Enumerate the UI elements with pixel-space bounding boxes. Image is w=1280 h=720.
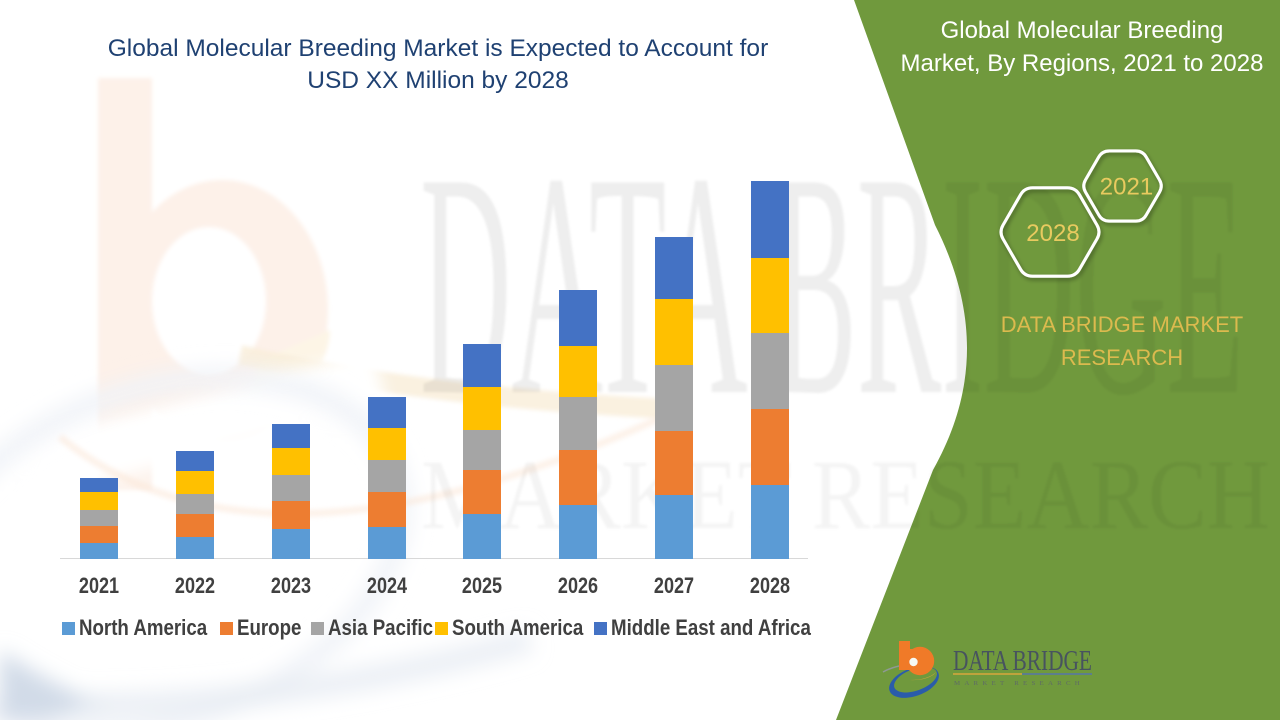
svg-text:2028: 2028 bbox=[1026, 220, 1079, 247]
svg-text:MARKET RESEARCH: MARKET RESEARCH bbox=[421, 439, 1270, 550]
svg-text:DATA BRIDGE: DATA BRIDGE bbox=[953, 645, 1092, 677]
svg-text:MARKET RESEARCH: MARKET RESEARCH bbox=[954, 680, 1084, 687]
svg-text:2021: 2021 bbox=[1100, 174, 1153, 201]
